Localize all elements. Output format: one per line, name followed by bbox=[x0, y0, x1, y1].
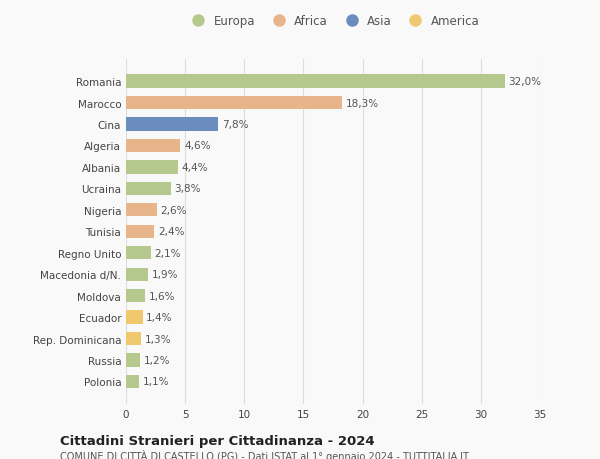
Text: 32,0%: 32,0% bbox=[508, 77, 541, 87]
Bar bbox=[126, 118, 218, 131]
Text: 4,4%: 4,4% bbox=[182, 162, 208, 173]
Bar bbox=[126, 311, 143, 324]
Text: 1,9%: 1,9% bbox=[152, 269, 179, 280]
Text: 3,8%: 3,8% bbox=[175, 184, 201, 194]
Bar bbox=[126, 97, 343, 110]
Bar bbox=[126, 353, 140, 367]
Bar bbox=[126, 268, 148, 281]
Text: 2,4%: 2,4% bbox=[158, 227, 184, 237]
Bar bbox=[126, 182, 171, 196]
Bar bbox=[126, 75, 505, 89]
Text: 4,6%: 4,6% bbox=[184, 141, 211, 151]
Bar bbox=[126, 289, 145, 302]
Bar bbox=[126, 375, 139, 388]
Bar bbox=[126, 140, 181, 153]
Text: 1,2%: 1,2% bbox=[144, 355, 170, 365]
Text: 1,4%: 1,4% bbox=[146, 313, 173, 322]
Bar bbox=[126, 161, 178, 174]
Bar bbox=[126, 225, 154, 238]
Text: 2,6%: 2,6% bbox=[160, 205, 187, 215]
Text: 1,3%: 1,3% bbox=[145, 334, 172, 344]
Text: Cittadini Stranieri per Cittadinanza - 2024: Cittadini Stranieri per Cittadinanza - 2… bbox=[60, 434, 374, 447]
Text: 2,1%: 2,1% bbox=[154, 248, 181, 258]
Text: 1,1%: 1,1% bbox=[143, 377, 169, 386]
Legend: Europa, Africa, Asia, America: Europa, Africa, Asia, America bbox=[182, 11, 484, 33]
Text: 7,8%: 7,8% bbox=[222, 120, 248, 130]
Text: 18,3%: 18,3% bbox=[346, 98, 379, 108]
Bar bbox=[126, 204, 157, 217]
Bar bbox=[126, 246, 151, 260]
Bar bbox=[126, 332, 142, 346]
Text: COMUNE DI CITTÀ DI CASTELLO (PG) - Dati ISTAT al 1° gennaio 2024 - TUTTITALIA.IT: COMUNE DI CITTÀ DI CASTELLO (PG) - Dati … bbox=[60, 449, 469, 459]
Text: 1,6%: 1,6% bbox=[148, 291, 175, 301]
